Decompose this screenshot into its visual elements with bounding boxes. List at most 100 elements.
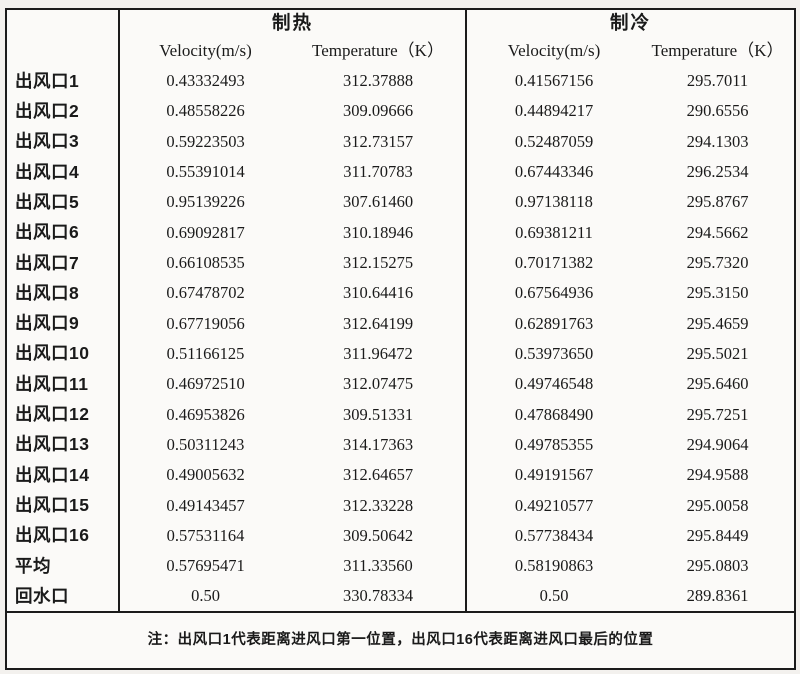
outlet-label-cell: 出风口8: [6, 278, 120, 309]
heating-velocity-cell: 0.59223503: [166, 131, 245, 151]
outlet-label-cell: 出风口1: [6, 66, 120, 97]
heating-velocity-cell: 0.51166125: [166, 344, 245, 364]
heating-velocity-cell: 0.57695471: [166, 556, 245, 576]
heating-velocity-cell: 0.43332493: [166, 71, 245, 91]
outlet-label-cell: 出风口5: [6, 187, 120, 218]
table-row: 出风口15 0.49143457 312.33228 0.49210577 295.00…: [6, 490, 795, 521]
cooling-temperature-cell: 295.0058: [686, 495, 749, 515]
cooling-velocity-cell: 0.52487059: [514, 131, 594, 151]
cooling-temperature-cell: 295.3150: [686, 283, 749, 303]
outlet-label-cell: 出风口6: [6, 217, 120, 248]
outlet-label-cell: 出风口7: [6, 247, 120, 279]
table-row: 出风口9 0.67719056 312.64199 0.62891763 295.465…: [6, 308, 795, 339]
cooling-temperature-cell: 295.8449: [686, 526, 749, 546]
section-header-row: 制热 制冷: [6, 9, 795, 36]
heating-velocity-cell: 0.49143457: [166, 495, 245, 515]
outlet-label-cell: 出风口15: [6, 490, 120, 521]
heating-temperature-cell: 330.78334: [291, 581, 468, 612]
heating-temperature-cell: 311.70783: [291, 156, 468, 188]
heating-temperature-cell: 312.37888: [291, 66, 468, 97]
heating-temperature-cell: 312.07475: [291, 369, 468, 400]
table-row: 回水口 0.50 330.78334 0.50 289.8361: [6, 581, 795, 612]
cooling-temperature-cell: 294.5662: [686, 222, 749, 242]
heating-temperature-cell: 312.33228: [291, 490, 468, 521]
cooling-temperature-cell: 294.9064: [686, 435, 749, 455]
heating-velocity-cell: 0.46972510: [166, 374, 245, 394]
cooling-velocity-cell: 0.70171382: [514, 253, 594, 273]
cooling-temperature-cell: 295.7320: [686, 253, 749, 273]
heating-temperature-cell: 310.18946: [291, 217, 468, 248]
table-row: 出风口10 0.51166125 311.96472 0.53973650 295.50…: [6, 338, 795, 370]
heating-velocity-cell: 0.50311243: [166, 435, 245, 455]
heating-temperature-cell: 311.33560: [291, 551, 468, 582]
outlet-label-cell: 出风口4: [6, 156, 120, 188]
cooling-temperature-cell: 294.1303: [686, 131, 749, 151]
cooling-velocity-cell: 0.58190863: [514, 556, 594, 576]
heating-velocity-cell: 0.66108535: [166, 253, 245, 273]
heating-velocity-cell: 0.46953826: [166, 404, 245, 424]
heating-temperature-cell: 314.17363: [291, 429, 468, 461]
heating-velocity-cell: 0.48558226: [166, 101, 245, 121]
table-row: 出风口16 0.57531164 309.50642 0.57738434 295.84…: [6, 520, 795, 552]
cooling-temperature-cell: 290.6556: [686, 101, 749, 121]
measurement-table: 制热 制冷 Velocity(m/s) Temperature（K） Veloc…: [5, 8, 797, 670]
heating-velocity-cell: 0.69092817: [166, 222, 245, 242]
footnote: 注：出风口1代表距离进风口第一位置，出风口16代表距离进风口最后的位置: [6, 611, 796, 669]
table-row: 出风口1 0.43332493 312.37888 0.41567156 295.701…: [6, 66, 795, 97]
heating-velocity-cell: 0.50: [191, 586, 220, 606]
outlet-label-cell: 回水口: [6, 581, 120, 612]
cooling-temperature-cell: 295.5021: [686, 344, 749, 364]
heating-velocity-cell: 0.55391014: [166, 162, 245, 182]
table-body: 出风口1 0.43332493 312.37888 0.41567156 295.701…: [6, 66, 795, 612]
cooling-velocity-cell: 0.49210577: [514, 495, 594, 515]
heating-velocity-cell: 0.95139226: [166, 192, 245, 212]
table-row: 出风口14 0.49005632 312.64657 0.49191567 294.95…: [6, 460, 795, 491]
outlet-label-cell: 出风口3: [6, 126, 120, 157]
cooling-temperature-cell: 295.7011: [686, 71, 749, 91]
cooling-velocity-cell: 0.57738434: [514, 526, 594, 546]
section-header-cooling: 制冷: [610, 11, 652, 33]
heating-temperature-cell: 307.61460: [291, 187, 468, 218]
outlet-label-cell: 出风口10: [6, 338, 120, 370]
cooling-velocity-cell: 0.49746548: [514, 374, 594, 394]
cooling-velocity-cell: 0.41567156: [514, 71, 594, 91]
cooling-velocity-cell: 0.67564936: [514, 283, 594, 303]
cooling-temperature-cell: 295.0803: [686, 556, 749, 576]
heating-velocity-cell: 0.49005632: [166, 465, 245, 485]
table-row: 出风口12 0.46953826 309.51331 0.47868490 295.72…: [6, 399, 795, 430]
table-row: 出风口13 0.50311243 314.17363 0.49785355 294.90…: [6, 429, 795, 461]
heating-temperature-cell: 312.64199: [291, 308, 468, 339]
outlet-label-cell: 出风口12: [6, 399, 120, 430]
heating-temperature-cell: 310.64416: [291, 278, 468, 309]
column-header-row: Velocity(m/s) Temperature（K） Velocity(m/…: [6, 36, 795, 66]
table-row: 出风口4 0.55391014 311.70783 0.67443346 296.253…: [6, 156, 795, 188]
cooling-temperature-cell: 295.6460: [686, 374, 749, 394]
heating-velocity-header: Velocity(m/s): [159, 40, 252, 60]
heating-temperature-cell: 312.64657: [291, 460, 468, 491]
table-row: 出风口7 0.66108535 312.15275 0.70171382 295.732…: [6, 247, 795, 279]
table-row: 出风口2 0.48558226 309.09666 0.44894217 290.655…: [6, 96, 795, 127]
heating-temperature-cell: 309.09666: [291, 96, 468, 127]
heating-temperature-cell: 309.51331: [291, 399, 468, 430]
cooling-temperature-cell: 295.4659: [686, 313, 749, 333]
table-row: 出风口3 0.59223503 312.73157 0.52487059 294.130…: [6, 126, 795, 157]
table-row: 出风口5 0.95139226 307.61460 0.97138118 295.876…: [6, 187, 795, 218]
cooling-velocity-cell: 0.69381211: [515, 222, 593, 242]
heating-temperature-cell: 312.73157: [291, 126, 468, 157]
heating-temperature-cell: 312.15275: [291, 247, 468, 279]
note-row: 注：出风口1代表距离进风口第一位置，出风口16代表距离进风口最后的位置: [6, 611, 796, 669]
table-row: 出风口8 0.67478702 310.64416 0.67564936 295.315…: [6, 278, 795, 309]
cooling-velocity-cell: 0.44894217: [514, 101, 594, 121]
cooling-velocity-cell: 0.67443346: [514, 162, 594, 182]
cooling-velocity-cell: 0.47868490: [514, 404, 594, 424]
heating-temperature-cell: 311.96472: [291, 338, 468, 370]
outlet-label-cell: 出风口9: [6, 308, 120, 339]
section-header-heating: 制热: [119, 9, 468, 36]
outlet-label-cell: 平均: [6, 551, 120, 582]
cooling-velocity-cell: 0.97138118: [515, 192, 593, 212]
outlet-label-cell: 出风口13: [6, 429, 120, 461]
cooling-temperature-cell: 289.8361: [686, 586, 749, 606]
heating-velocity-cell: 0.57531164: [166, 526, 245, 546]
heating-temperature-cell: 309.50642: [291, 520, 468, 552]
cooling-velocity-cell: 0.49785355: [514, 435, 594, 455]
